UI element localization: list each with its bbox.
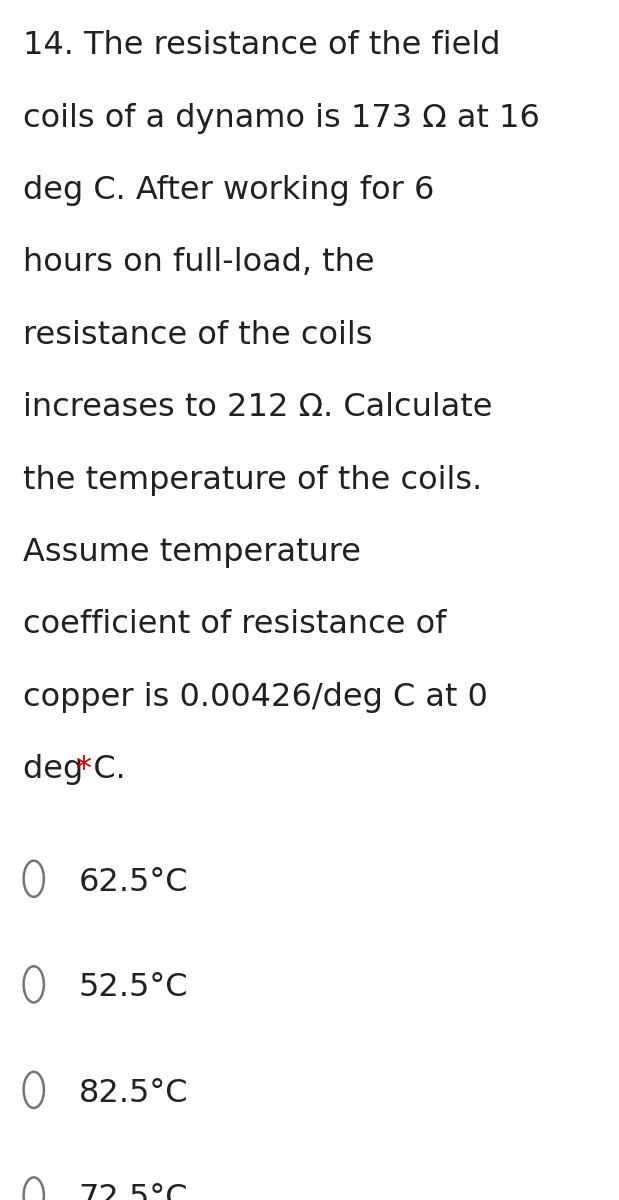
Text: *: * xyxy=(75,754,91,785)
Text: 14. The resistance of the field: 14. The resistance of the field xyxy=(22,30,500,61)
Text: deg C. After working for 6: deg C. After working for 6 xyxy=(22,175,434,206)
Text: coefficient of resistance of: coefficient of resistance of xyxy=(22,610,446,641)
Text: 72.5°C: 72.5°C xyxy=(79,1183,188,1200)
Text: coils of a dynamo is 173 Ω at 16: coils of a dynamo is 173 Ω at 16 xyxy=(22,102,539,133)
Text: Assume temperature: Assume temperature xyxy=(22,536,360,568)
Text: copper is 0.00426/deg C at 0: copper is 0.00426/deg C at 0 xyxy=(22,682,487,713)
Text: 52.5°C: 52.5°C xyxy=(79,972,188,1003)
Text: 82.5°C: 82.5°C xyxy=(79,1078,188,1109)
Text: 62.5°C: 62.5°C xyxy=(79,866,188,898)
Text: the temperature of the coils.: the temperature of the coils. xyxy=(22,464,482,496)
Text: deg C.: deg C. xyxy=(22,754,125,785)
Text: hours on full-load, the: hours on full-load, the xyxy=(22,247,374,278)
Text: resistance of the coils: resistance of the coils xyxy=(22,319,372,350)
Text: increases to 212 Ω. Calculate: increases to 212 Ω. Calculate xyxy=(22,392,492,424)
